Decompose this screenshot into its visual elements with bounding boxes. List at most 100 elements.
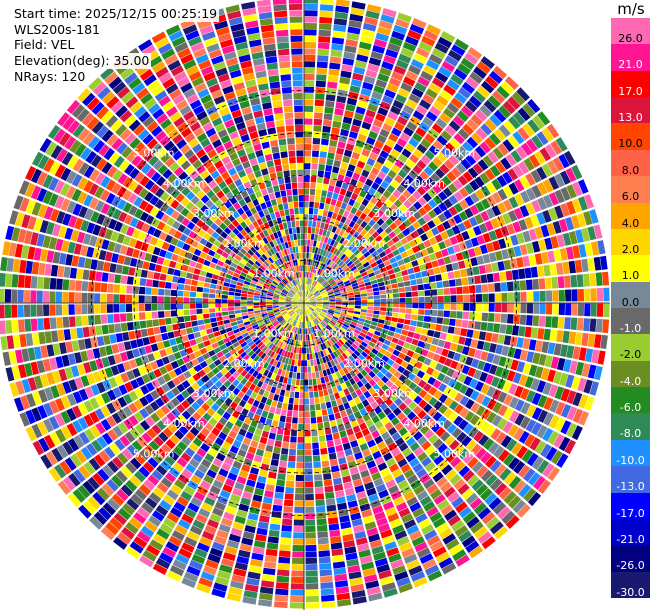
velocity-gate [305,309,308,315]
velocity-gate [319,396,325,404]
velocity-gate [227,269,234,276]
velocity-gate [307,233,311,240]
velocity-gate [334,309,341,313]
velocity-gate [294,359,298,366]
velocity-gate [140,420,151,431]
velocity-gate [191,320,198,327]
velocity-gate [470,339,479,349]
velocity-gate [53,128,66,143]
velocity-gate [480,383,490,395]
velocity-gate [319,337,324,344]
velocity-gate [334,311,341,315]
velocity-gate [287,403,294,411]
velocity-gate [294,506,304,513]
velocity-gate [113,313,121,323]
velocity-gate [318,163,325,171]
velocity-gate [222,484,233,493]
velocity-gate [33,375,44,389]
velocity-gate [266,297,273,300]
velocity-gate [333,314,340,319]
velocity-gate [281,80,292,88]
velocity-gate [285,183,292,190]
velocity-gate [254,428,263,436]
velocity-gate [328,374,334,382]
velocity-gate [72,405,83,419]
velocity-gate [156,464,168,476]
velocity-gate [248,313,255,318]
velocity-gate [423,342,431,351]
velocity-gate [304,48,316,55]
velocity-gate [356,380,364,388]
velocity-gate [257,475,267,484]
velocity-gate [334,108,344,116]
velocity-gate [315,332,320,339]
velocity-gate [287,144,296,151]
velocity-gate [132,286,140,294]
velocity-gate [95,358,104,370]
velocity-gate [206,407,216,417]
velocity-gate [164,455,176,466]
velocity-gate [170,397,180,407]
velocity-gate [256,317,263,321]
velocity-gate [207,553,221,564]
velocity-gate [329,330,336,336]
velocity-gate [220,367,229,376]
velocity-gate [243,335,251,341]
velocity-gate [301,360,304,367]
velocity-gate [374,435,384,445]
velocity-gate [221,251,229,259]
velocity-gate [529,437,541,451]
velocity-gate [342,533,354,542]
velocity-gate [15,349,24,364]
velocity-gate [402,447,413,458]
velocity-gate [115,333,124,343]
velocity-gate [243,265,251,271]
velocity-gate [49,291,56,303]
velocity-gate [253,355,260,362]
velocity-gate [437,415,448,426]
velocity-gate [287,293,293,298]
velocity-gate [192,411,202,421]
velocity-gate [397,458,408,468]
velocity-gate [191,254,199,262]
velocity-gate [330,359,336,367]
velocity-gate [139,449,151,461]
velocity-gate [283,350,289,358]
velocity-gate [252,399,260,408]
velocity-gate [453,352,462,362]
velocity-gate [500,368,510,380]
velocity-gate [199,237,208,246]
velocity-gate [294,391,300,399]
velocity-gate [503,407,514,420]
velocity-gate [327,354,333,361]
velocity-gate [203,474,214,485]
velocity-gate [352,596,367,605]
velocity-gate [197,369,206,378]
velocity-gate [409,441,420,452]
velocity-gate [304,252,307,259]
velocity-gate [246,479,256,488]
velocity-gate [332,30,346,39]
velocity-gate [342,335,349,341]
velocity-gate [73,469,86,483]
velocity-gate [276,332,282,339]
velocity-gate [311,313,315,319]
velocity-gate [114,221,123,232]
velocity-gate [314,486,324,494]
velocity-gate [318,314,325,319]
velocity-gate [229,283,237,289]
velocity-gate [509,396,519,409]
velocity-gate [185,347,194,355]
velocity-gate [367,309,374,314]
velocity-gate [200,427,211,437]
velocity-gate [321,409,328,416]
velocity-gate [435,362,444,372]
velocity-gate [512,499,526,514]
velocity-gate [402,324,410,331]
velocity-gate [187,333,195,341]
velocity-gate [257,280,265,285]
velocity-gate [56,148,68,163]
velocity-gate [68,304,75,315]
velocity-gate [392,312,399,318]
velocity-gate [553,433,565,448]
